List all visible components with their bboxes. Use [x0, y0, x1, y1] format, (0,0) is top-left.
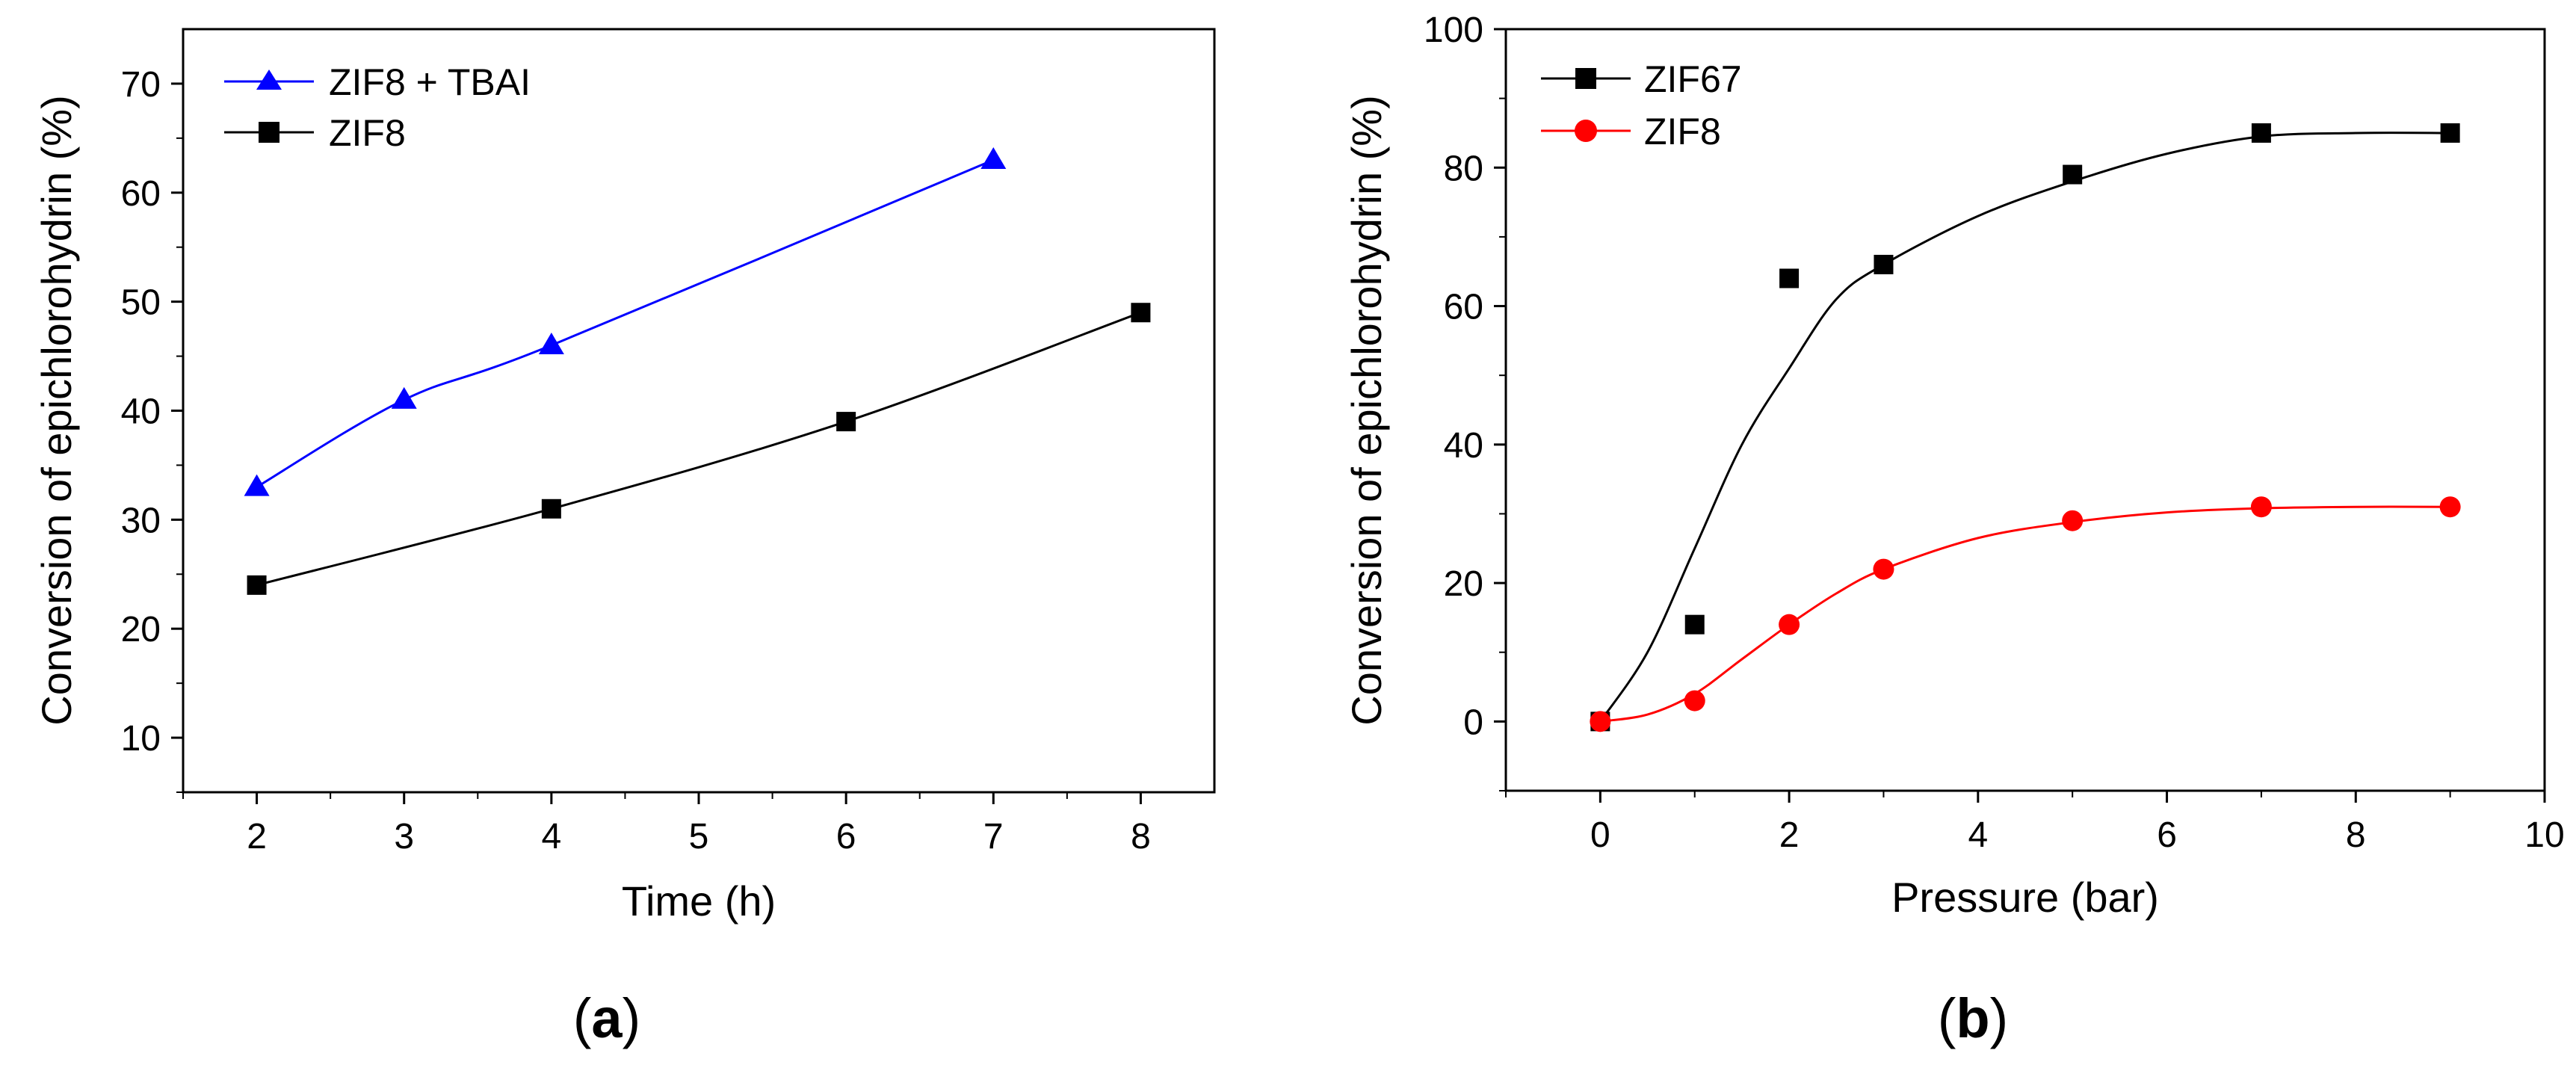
y-tick-label-100: 100 — [1424, 10, 1483, 50]
data-point-zif8-1 — [1684, 690, 1705, 712]
x-tick-label-3: 3 — [394, 817, 414, 857]
y-tick-label-60: 60 — [121, 174, 161, 214]
legend-triangle-marker — [256, 70, 282, 90]
x-tick-label-7: 7 — [983, 817, 1004, 857]
y-tick-label-40: 40 — [121, 392, 161, 432]
series-lines-a — [256, 158, 1141, 587]
y-axis-ticks-a: 10 20 30 40 50 60 70 — [121, 65, 183, 793]
y-axis-ticks-b: 0 20 40 60 80 100 — [1424, 10, 1506, 791]
y-tick-label-40: 40 — [1444, 426, 1483, 466]
series-line-zif67 — [1599, 132, 2450, 723]
x-tick-label-0: 0 — [1590, 815, 1610, 855]
data-point-zif67-2 — [1779, 268, 1800, 288]
y-tick-label-80: 80 — [1444, 149, 1483, 188]
fit-curves-b — [1599, 132, 2450, 723]
y-axis-label-a: Conversion of epichlorohydrin (%) — [33, 95, 80, 726]
data-points-a — [244, 147, 1151, 595]
data-point-zif8-tbai-7 — [980, 147, 1007, 170]
y-tick-label-0: 0 — [1463, 703, 1483, 742]
data-point-zif8-9 — [2439, 496, 2461, 518]
panel-label-a: (a) — [573, 987, 640, 1049]
x-tick-label-6: 6 — [836, 817, 856, 857]
plot-frame-b — [1504, 28, 2546, 792]
data-point-zif8-tbai-2 — [244, 474, 270, 496]
y-axis-label-b: Conversion of epichlorohydrin (%) — [1343, 95, 1390, 726]
legend-square-marker-a — [259, 122, 279, 143]
y-tick-label-20: 20 — [121, 610, 161, 649]
x-axis-label-a: Time (h) — [622, 877, 776, 925]
x-tick-label-6: 6 — [2157, 815, 2177, 855]
y-tick-label-70: 70 — [121, 65, 161, 105]
data-point-zif8-0 — [1590, 711, 1611, 732]
data-point-zif8-3 — [1873, 558, 1894, 580]
chart-panel-a: 2 3 4 5 6 7 8 10 20 30 40 50 60 70 Time (h) Conversi… — [33, 28, 1216, 1049]
x-axis-ticks-a: 2 3 4 5 6 7 8 — [182, 792, 1151, 857]
y-tick-label-60: 60 — [1444, 288, 1483, 327]
y-tick-label-30: 30 — [121, 501, 161, 540]
data-point-zif8-tbai-4 — [538, 332, 564, 354]
panel-label-b: (b) — [1938, 987, 2009, 1049]
x-axis-label-b: Pressure (bar) — [1891, 874, 2159, 921]
x-tick-label-4: 4 — [1968, 815, 1988, 855]
data-point-zif8-tbai-3 — [391, 386, 417, 409]
legend-label-zif67: ZIF67 — [1644, 58, 1742, 100]
x-axis-ticks-b: 0 2 4 6 8 10 — [1505, 791, 2565, 855]
x-tick-label-2: 2 — [1779, 815, 1800, 855]
x-tick-label-4: 4 — [542, 817, 562, 857]
data-point-zif8-4 — [541, 499, 561, 519]
x-tick-label-2: 2 — [247, 817, 267, 857]
legend-label-zif8-a: ZIF8 — [329, 112, 406, 154]
series-line-zif8 — [1600, 505, 2450, 723]
chart-panel-b: 0 2 4 6 8 10 0 20 40 60 80 100 Pressure (bar) Conv… — [1343, 10, 2565, 1049]
legend-b: ZIF67 ZIF8 — [1541, 58, 1742, 152]
data-points-b — [1590, 123, 2461, 732]
x-tick-label-8: 8 — [1131, 817, 1151, 857]
x-tick-label-8: 8 — [2346, 815, 2366, 855]
series-line-zif8 — [256, 311, 1141, 587]
data-point-zif67-7 — [2251, 123, 2271, 143]
data-point-zif67-9 — [2440, 123, 2460, 143]
data-point-zif8-6 — [836, 412, 856, 432]
data-point-zif8-2 — [1779, 614, 1800, 635]
legend-a: ZIF8 + TBAI ZIF8 — [224, 61, 531, 154]
y-tick-label-20: 20 — [1444, 564, 1483, 604]
data-point-zif8-7 — [2250, 496, 2272, 518]
legend-square-marker-b — [1575, 68, 1596, 89]
data-point-zif67-5 — [2063, 164, 2083, 185]
data-point-zif67-3 — [1874, 254, 1894, 274]
data-point-zif67-1 — [1684, 614, 1705, 635]
data-point-zif8-5 — [2062, 510, 2084, 531]
y-tick-label-10: 10 — [121, 719, 161, 759]
x-tick-label-5: 5 — [689, 817, 709, 857]
legend-label-zif8-b: ZIF8 — [1644, 111, 1721, 152]
y-tick-label-50: 50 — [121, 283, 161, 323]
legend-circle-marker-b — [1575, 120, 1597, 142]
series-line-zif8-tbai — [256, 158, 994, 488]
data-point-zif8-8 — [1131, 303, 1151, 323]
data-point-zif8-2 — [247, 575, 267, 595]
legend-label-zif8-tbai: ZIF8 + TBAI — [329, 61, 531, 103]
x-tick-label-10: 10 — [2524, 815, 2564, 855]
